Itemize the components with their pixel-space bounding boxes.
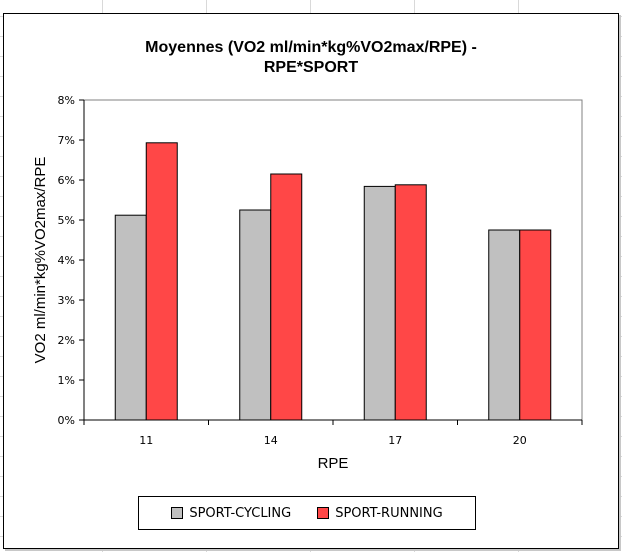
bar-sport-cycling-11: [114, 214, 147, 421]
x-tick-label-17: 17: [388, 434, 402, 447]
bar-sport-cycling-20: [488, 229, 521, 421]
bar-chart: Moyennes (VO2 ml/min*kg%VO2max/RPE) - RP…: [32, 39, 583, 472]
chart-title-line-2: RPE*SPORT: [264, 59, 358, 76]
x-tick-label-14: 14: [264, 434, 278, 447]
y-axis-title: VO2 ml/min*kg%VO2max/RPE: [32, 157, 49, 364]
bar-sport-cycling-17: [363, 185, 396, 421]
x-tick-label-20: 20: [513, 434, 527, 447]
legend-item-cycling: SPORT-CYCLING: [171, 506, 291, 521]
bar-sport-running-11: [145, 142, 178, 421]
y-tick-label-0: 0%: [58, 414, 75, 427]
y-tick-label-2: 2%: [58, 334, 75, 347]
bar-sport-cycling-14: [239, 209, 272, 421]
legend-label-cycling: SPORT-CYCLING: [189, 505, 292, 521]
y-tick-label-4: 4%: [58, 254, 75, 267]
bar-sport-running-17: [394, 184, 427, 421]
x-axis-title: RPE: [318, 455, 349, 472]
y-tick-label-7: 7%: [58, 134, 75, 147]
chart-title-line-1: Moyennes (VO2 ml/min*kg%VO2max/RPE) -: [145, 39, 477, 56]
y-tick-label-6: 6%: [58, 174, 75, 187]
bar-sport-running-20: [519, 229, 552, 421]
legend-item-running: SPORT-RUNNING: [317, 505, 443, 521]
y-tick-label-1: 1%: [58, 374, 75, 387]
y-tick-label-3: 3%: [58, 294, 75, 307]
x-tick-label-11: 11: [139, 434, 153, 447]
chart-area: Moyennes (VO2 ml/min*kg%VO2max/RPE) - RP…: [3, 13, 619, 549]
legend-swatch-cycling: [171, 507, 184, 519]
y-tick-label-5: 5%: [58, 214, 75, 227]
y-tick-label-8: 8%: [58, 94, 75, 107]
legend-label-running: SPORT-RUNNING: [335, 505, 443, 521]
legend-swatch-running: [317, 507, 330, 519]
chart-legend: SPORT-CYCLING SPORT-RUNNING: [138, 496, 476, 530]
bar-sport-running-14: [270, 173, 303, 421]
